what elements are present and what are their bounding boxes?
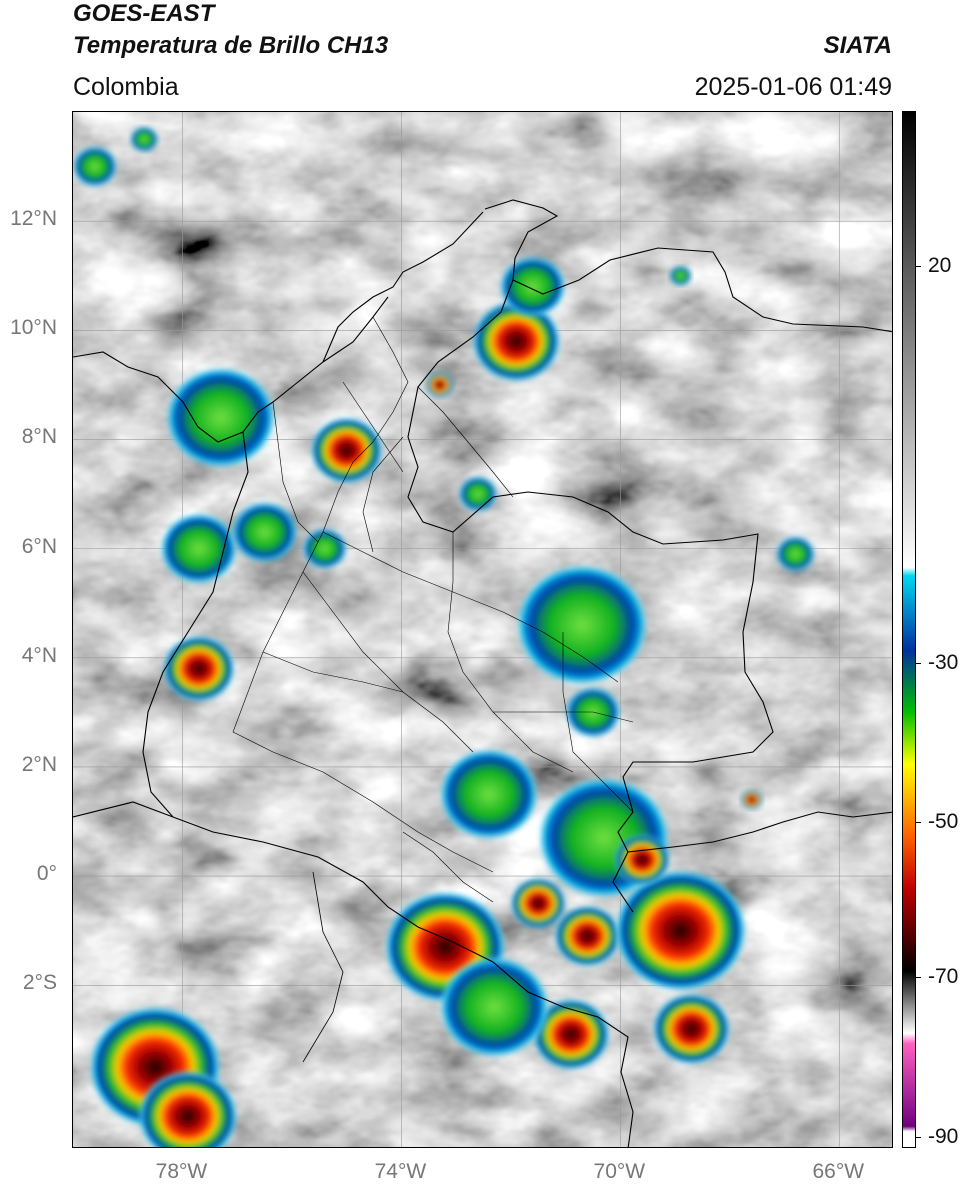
storm-cell bbox=[138, 1070, 238, 1147]
colombia-border bbox=[484, 199, 892, 333]
storm-cell bbox=[554, 905, 621, 967]
lat-tick-label: 4°N bbox=[21, 643, 57, 667]
storm-cells bbox=[73, 126, 815, 1147]
storm-cell bbox=[311, 417, 383, 484]
title-line-2: Temperatura de Brillo CH13 bbox=[73, 32, 389, 59]
peru-lower-border bbox=[302, 871, 344, 1063]
storm-cell bbox=[163, 635, 235, 702]
lon-tick-label: 70°W bbox=[593, 1160, 646, 1183]
lat-tick-label: 8°N bbox=[21, 425, 57, 449]
storm-cell bbox=[669, 265, 692, 286]
lat-tick-label: 10°N bbox=[10, 316, 57, 340]
ecuador-peru-border bbox=[73, 801, 634, 1147]
internal-dept-13 bbox=[402, 831, 494, 903]
lon-tick-label: 74°W bbox=[374, 1160, 427, 1183]
storm-cell bbox=[166, 367, 276, 468]
lat-tick-label: 6°N bbox=[21, 534, 57, 558]
lat-tick-label: 0° bbox=[36, 862, 57, 886]
satellite-map bbox=[72, 111, 893, 1148]
lat-tick-label: 12°N bbox=[10, 207, 57, 231]
storm-cell bbox=[499, 256, 566, 317]
pacific-coast bbox=[142, 431, 249, 818]
colorbar-tick-mark bbox=[916, 1136, 921, 1138]
colorbar-tick-mark bbox=[916, 977, 921, 979]
storm-cell bbox=[426, 372, 454, 398]
datetime-label: 2025-01-06 01:49 bbox=[694, 73, 892, 101]
storm-cell bbox=[614, 870, 747, 992]
storm-cell bbox=[439, 748, 539, 840]
storm-cell bbox=[653, 993, 730, 1065]
internal-dept-5 bbox=[362, 436, 404, 553]
caribbean-coast bbox=[322, 211, 484, 363]
lat-tick-label: 2°S bbox=[22, 971, 57, 995]
colorbar-tick-label: -70 bbox=[928, 965, 959, 989]
title-line-1: GOES-EAST bbox=[73, 0, 215, 27]
colorbar-tick-label: -50 bbox=[928, 810, 959, 834]
lon-tick-label: 78°W bbox=[155, 1160, 208, 1183]
temperature-colorbar bbox=[902, 111, 916, 1148]
colorbar-tick-label: -30 bbox=[928, 650, 959, 674]
brazil-border bbox=[627, 811, 892, 853]
storm-cell bbox=[73, 146, 117, 187]
internal-dept-8 bbox=[232, 731, 494, 873]
internal-dept-4 bbox=[302, 571, 474, 753]
storm-cell bbox=[740, 789, 763, 810]
lon-tick-label: 66°W bbox=[812, 1160, 865, 1183]
colorbar-tick-label: -90 bbox=[928, 1124, 959, 1148]
internal-dept-7 bbox=[262, 651, 404, 693]
storm-cell bbox=[532, 999, 610, 1070]
storm-cell bbox=[458, 476, 498, 512]
organization-label: SIATA bbox=[823, 32, 892, 59]
storm-cell bbox=[472, 300, 561, 382]
venezuela-colombia-border bbox=[407, 279, 774, 913]
internal-dept-6 bbox=[447, 532, 574, 773]
country-borders bbox=[73, 199, 892, 1147]
storm-cell bbox=[565, 687, 621, 738]
storm-cell bbox=[130, 126, 158, 152]
storm-cell bbox=[439, 956, 550, 1058]
colorbar-tick-mark bbox=[916, 266, 921, 268]
internal-dept-3 bbox=[322, 531, 619, 683]
lat-tick-label: 2°N bbox=[21, 752, 57, 776]
internal-dept-10 bbox=[272, 401, 319, 543]
storm-cell bbox=[510, 878, 566, 929]
storm-cell bbox=[614, 834, 670, 885]
storm-cell bbox=[231, 502, 298, 563]
storm-cell bbox=[776, 536, 815, 572]
storm-cell bbox=[302, 528, 347, 569]
region-label: Colombia bbox=[73, 73, 179, 101]
storm-cell bbox=[160, 513, 238, 584]
internal-dept-11 bbox=[562, 632, 634, 813]
storm-cell bbox=[516, 564, 648, 686]
colorbar-tick-mark bbox=[916, 822, 921, 824]
internal-dept-2 bbox=[417, 386, 514, 498]
colorbar-tick-label: 20 bbox=[928, 254, 952, 278]
internal-dept-9 bbox=[342, 381, 404, 473]
colorbar-tick-mark bbox=[916, 662, 921, 664]
internal-dept-12 bbox=[493, 711, 634, 723]
satellite-map-canvas bbox=[73, 112, 892, 1147]
